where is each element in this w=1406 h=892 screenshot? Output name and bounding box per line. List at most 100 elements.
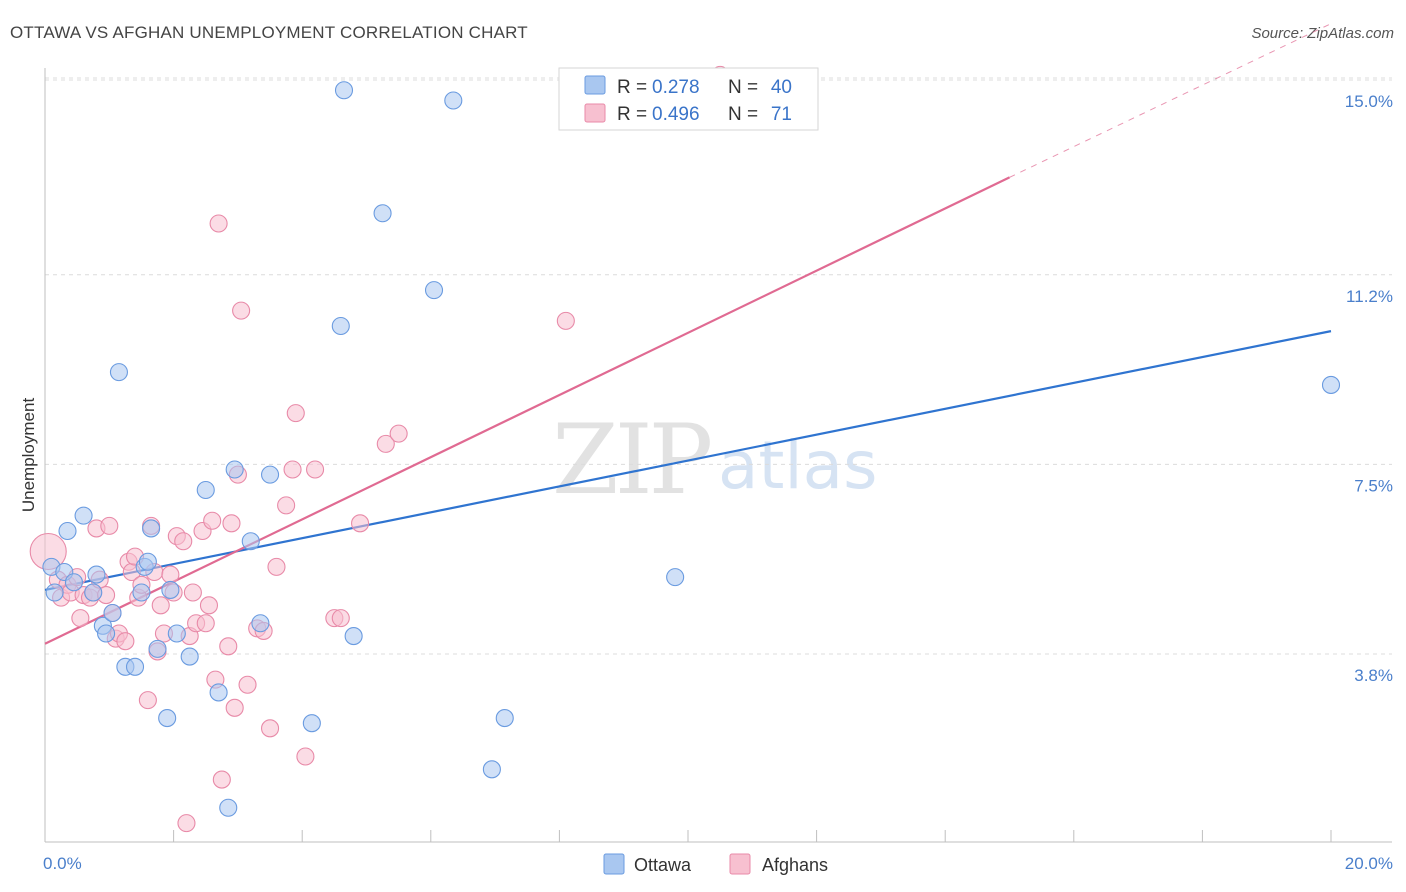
data-point-ottawa <box>219 798 238 817</box>
legend-n-label-afghans: N = <box>728 104 758 125</box>
data-point-afghans <box>138 691 157 710</box>
data-point-ottawa <box>495 709 514 728</box>
data-point-afghans <box>260 719 280 738</box>
data-point-ottawa <box>142 519 161 538</box>
data-point-ottawa <box>125 657 145 676</box>
chart-source: Source: ZipAtlas.com <box>1251 25 1394 42</box>
data-point-afghans <box>238 675 257 694</box>
data-point-ottawa <box>74 506 93 525</box>
watermark: ZIP atlas <box>552 404 878 516</box>
data-point-afghans <box>212 770 231 789</box>
data-point-afghans <box>199 596 219 615</box>
y-tick-label-1: 7.5% <box>1354 476 1393 495</box>
data-point-ottawa <box>251 614 270 633</box>
data-point-afghans <box>376 434 395 453</box>
chart-title: OTTAWA VS AFGHAN UNEMPLOYMENT CORRELATIO… <box>10 23 528 42</box>
data-point-ottawa <box>260 465 280 484</box>
trend-line-ottawa <box>44 330 1332 592</box>
data-point-ottawa <box>64 573 83 592</box>
data-point-ottawa <box>87 565 106 584</box>
trend-line-dashed-afghans <box>1009 23 1332 178</box>
trend-line-afghans <box>44 176 1010 645</box>
series-legend-label-afghans: Afghans <box>762 855 828 875</box>
legend-n-label-ottawa: N = <box>728 77 758 98</box>
data-point-ottawa <box>196 480 215 500</box>
data-point-ottawa <box>180 647 199 666</box>
data-point-afghans <box>389 424 408 443</box>
x-tick-label-0: 0.0% <box>43 854 82 873</box>
data-point-ottawa <box>241 532 260 551</box>
data-point-ottawa <box>1321 375 1341 394</box>
data-point-afghans <box>267 557 286 576</box>
data-point-ottawa <box>302 714 321 733</box>
data-point-afghans <box>183 583 202 602</box>
watermark-atlas: atlas <box>718 427 878 504</box>
data-point-afghans <box>100 516 119 535</box>
y-axis-label: Unemployment <box>19 398 38 513</box>
data-point-ottawa <box>334 81 354 100</box>
data-point-afghans <box>196 614 215 633</box>
data-point-afghans <box>296 747 315 766</box>
data-point-ottawa <box>209 683 228 702</box>
tick-labels: 3.8% 7.5% 11.2% 15.0% 0.0% 20.0% <box>43 92 1393 873</box>
data-point-ottawa <box>148 639 167 658</box>
data-point-ottawa <box>161 580 180 599</box>
data-point-afghans <box>151 596 170 615</box>
data-point-ottawa <box>444 91 463 110</box>
data-point-afghans <box>222 514 241 533</box>
data-point-afghans <box>351 514 370 533</box>
data-point-afghans <box>116 632 135 651</box>
data-point-afghans <box>161 565 180 584</box>
data-point-afghans <box>232 301 251 320</box>
y-tick-label-0: 3.8% <box>1354 666 1393 685</box>
data-point-ottawa <box>132 583 151 602</box>
legend-n-value-ottawa: 40 <box>771 77 792 98</box>
data-point-ottawa <box>103 603 122 623</box>
data-point-ottawa <box>167 624 186 643</box>
data-point-ottawa <box>158 709 177 728</box>
axes <box>44 68 1392 843</box>
gridlines <box>45 77 1392 655</box>
data-point-afghans <box>306 460 325 479</box>
data-point-ottawa <box>58 521 77 541</box>
legend-swatch-afghans <box>584 103 606 123</box>
data-point-ottawa <box>482 760 501 779</box>
data-point-afghans <box>177 814 196 833</box>
data-point-ottawa <box>424 281 444 300</box>
legend-n-value-afghans: 71 <box>771 104 792 125</box>
data-point-afghans <box>225 698 244 717</box>
data-point-afghans <box>71 609 90 628</box>
data-point-ottawa <box>45 583 64 602</box>
y-tick-label-2: 11.2% <box>1346 287 1393 306</box>
data-point-ottawa <box>373 204 392 223</box>
series-legend-swatch-afghans <box>729 853 751 875</box>
legend-r-label-ottawa: R = <box>617 77 647 98</box>
data-point-afghans <box>556 311 575 330</box>
data-point-afghans <box>203 511 222 530</box>
data-point-afghans <box>283 460 302 479</box>
data-point-afghans <box>277 496 296 515</box>
data-point-afghans <box>219 637 238 656</box>
data-point-ottawa <box>331 316 350 336</box>
data-point-afghans <box>331 609 350 628</box>
series-legend: Ottawa Afghans <box>603 853 828 875</box>
data-point-ottawa <box>344 627 363 646</box>
legend-r-label-afghans: R = <box>617 104 647 125</box>
series-legend-swatch-ottawa <box>603 853 625 875</box>
x-tick-label-1: 20.0% <box>1345 854 1393 873</box>
legend-r-value-ottawa: 0.278 <box>652 77 700 98</box>
data-point-afghans <box>286 404 305 423</box>
series-legend-label-ottawa: Ottawa <box>634 855 692 875</box>
data-point-ottawa <box>225 460 244 479</box>
data-point-afghans <box>209 214 228 233</box>
data-points <box>29 65 1341 833</box>
y-tick-label-3: 15.0% <box>1345 92 1393 111</box>
data-point-ottawa <box>97 624 116 643</box>
trend-lines <box>44 23 1332 645</box>
correlation-legend: R = 0.278 N = 40 R = 0.496 N = 71 <box>558 67 819 131</box>
data-point-ottawa <box>84 583 103 602</box>
data-point-afghans <box>174 532 193 551</box>
data-point-ottawa <box>138 552 157 571</box>
data-point-ottawa <box>666 568 685 587</box>
